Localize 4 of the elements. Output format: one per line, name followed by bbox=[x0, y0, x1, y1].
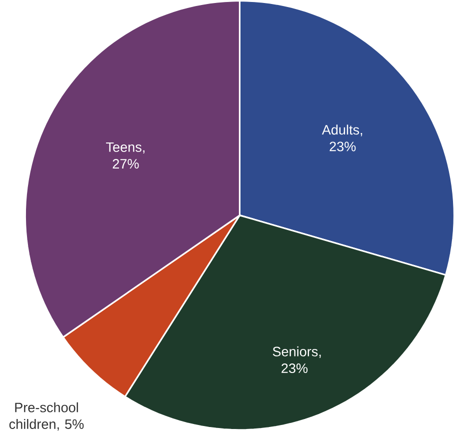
slice-label: Teens, 27% bbox=[106, 142, 144, 169]
slice-label: Seniors, 23% bbox=[272, 346, 321, 374]
slice-label: Pre-school children, 5% bbox=[9, 402, 84, 431]
slice-label: Adults, 23% bbox=[322, 124, 362, 152]
